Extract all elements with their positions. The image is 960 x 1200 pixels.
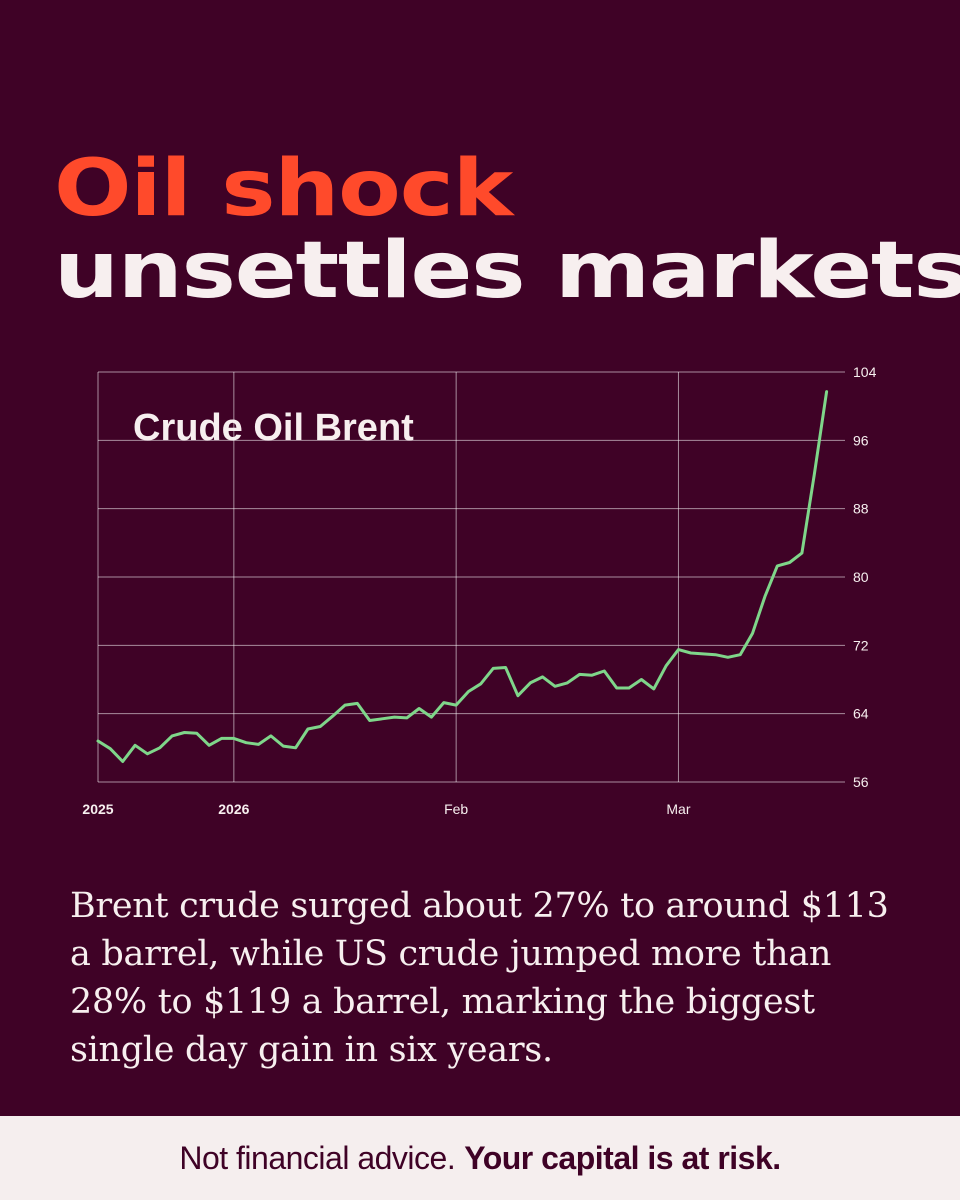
- brent-price-line: [96, 390, 829, 763]
- x-tick-label: Mar: [666, 801, 690, 817]
- chart-title: Crude Oil Brent: [133, 407, 414, 449]
- body-text: Brent crude surged about 27% to around $…: [70, 886, 889, 1070]
- y-tick-label: 80: [853, 569, 869, 585]
- y-tick-label: 104: [853, 364, 877, 380]
- disclaimer-regular: Not financial advice.: [179, 1139, 456, 1176]
- chart-series: [96, 390, 829, 763]
- y-tick-label: 64: [853, 706, 869, 722]
- y-tick-label: 56: [853, 774, 869, 790]
- disclaimer-footer: Not financial advice. Your capital is at…: [0, 1116, 960, 1200]
- chart-axis-labels: 104 96 88 80 72 64 56 2025 2026 Feb Mar: [82, 364, 876, 817]
- y-tick-label: 72: [853, 637, 869, 653]
- x-tick-label: 2026: [218, 801, 249, 817]
- x-tick-label: Feb: [444, 801, 468, 817]
- headline-line-1: Oil shock: [54, 144, 513, 234]
- y-tick-label: 96: [853, 432, 869, 448]
- headline-line-2: unsettles markets: [54, 226, 960, 316]
- brent-price-chart: 104 96 88 80 72 64 56 2025 2026 Feb Mar Crude Oil …: [82, 364, 876, 817]
- y-tick-label: 88: [853, 501, 869, 517]
- headline: Oil shock unsettles markets: [54, 148, 960, 312]
- disclaimer-bold: Your capital is at risk.: [464, 1139, 781, 1176]
- chart-grid: [97, 371, 845, 783]
- x-tick-label: 2025: [82, 801, 113, 817]
